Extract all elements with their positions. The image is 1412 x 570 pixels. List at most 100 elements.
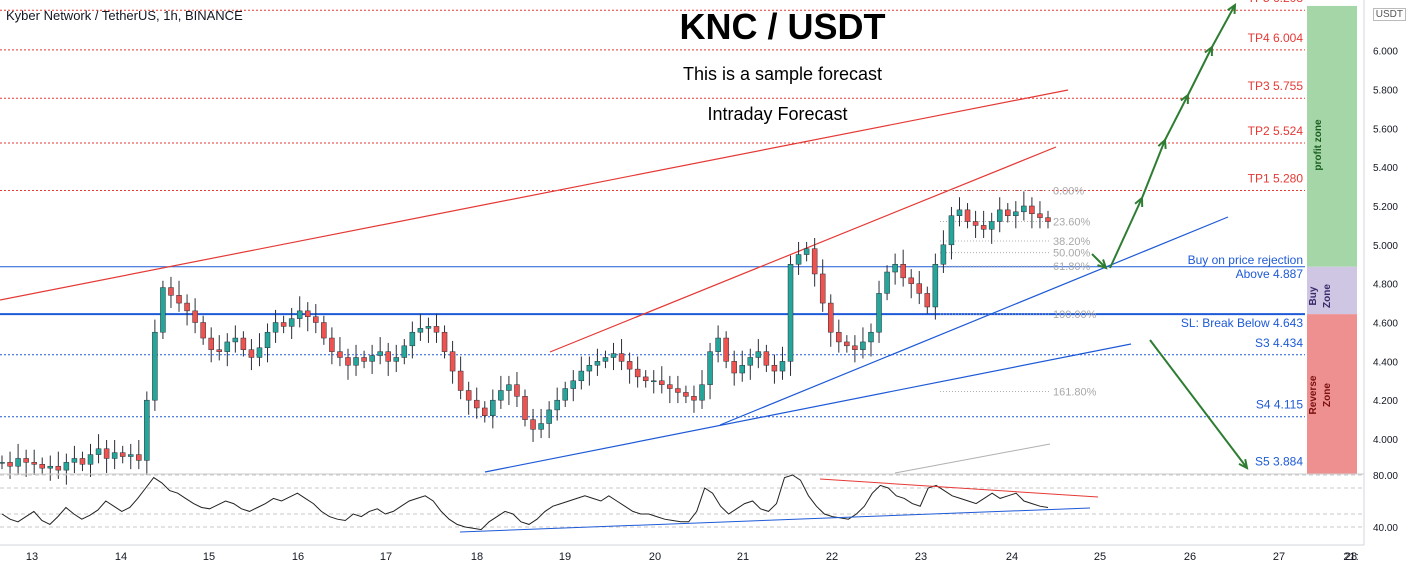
fib-label: 23.60%: [1053, 217, 1091, 229]
reverse-zone: [1307, 314, 1357, 474]
fib-label: 38.20%: [1053, 236, 1091, 248]
candle-body: [345, 357, 351, 366]
target-arrow-2: [1141, 139, 1166, 199]
candle-body: [771, 364, 778, 372]
candle-body: [288, 318, 295, 327]
candle-body: [144, 399, 150, 461]
x-tick-label: 14: [115, 551, 127, 563]
x-tick-label: 16: [292, 551, 304, 563]
target-arrow-5-head: [1227, 2, 1237, 15]
tp3-label: TP3 5.755: [1248, 79, 1304, 93]
candle-body: [996, 209, 1003, 222]
forecast-type: Intraday Forecast: [707, 104, 848, 124]
candle-body: [377, 351, 383, 356]
candle-body: [860, 341, 866, 350]
candle-body: [401, 345, 408, 358]
candle-body: [554, 399, 560, 411]
candle-body: [0, 462, 5, 464]
candle-body: [136, 454, 142, 461]
candle-body: [103, 448, 110, 459]
s3-label: S3 4.434: [1255, 336, 1303, 350]
x-tick-label: 18: [471, 551, 483, 563]
y-tick-label: 4.000: [1373, 435, 1398, 446]
reversal-arrow-head: [1238, 458, 1249, 470]
candle-body: [417, 328, 424, 333]
candle-body: [256, 347, 263, 358]
x-tick-label: 17: [380, 551, 392, 563]
buy-above-label: Above 4.887: [1236, 267, 1304, 281]
candle-body: [240, 337, 247, 350]
candle-body: [787, 263, 794, 362]
candle-body: [715, 337, 721, 352]
candle-body: [127, 454, 134, 457]
candle-body: [337, 351, 343, 358]
x-tick-label: 15: [203, 551, 215, 563]
oscillator-resistance: [819, 478, 1099, 498]
candle-body: [176, 295, 182, 304]
reverse-zone-label-2: Zone: [1322, 383, 1333, 407]
candle-body: [216, 349, 222, 352]
candle-body: [610, 353, 617, 358]
candle-body: [473, 399, 480, 409]
candle-body: [795, 254, 802, 265]
candle-body: [264, 331, 271, 349]
buy-zone-label-1: Buy: [1308, 286, 1319, 305]
candle-body: [755, 351, 762, 358]
candle-body: [272, 322, 279, 333]
candle-body: [940, 244, 947, 265]
candle-body: [876, 293, 882, 333]
s5-label: S5 3.884: [1255, 455, 1303, 469]
y-tick-label: 5.400: [1373, 163, 1398, 174]
candle-body: [731, 361, 737, 374]
x-tick-label: 25: [1094, 551, 1106, 563]
candle-body: [248, 349, 255, 358]
candle-body: [329, 337, 335, 352]
candle-body: [634, 368, 641, 378]
buy-note-label: Buy on price rejection: [1188, 253, 1303, 267]
y-tick-label: 4.200: [1373, 396, 1398, 407]
candle-body: [667, 384, 673, 389]
buy-zone-label-2: Zone: [1322, 284, 1333, 308]
x-tick-label: 21: [737, 551, 749, 563]
pullback-arrow-head: [1097, 259, 1108, 270]
candle-body: [836, 331, 842, 343]
tp1-label: TP1 5.280: [1248, 171, 1304, 185]
candle-body: [184, 302, 190, 312]
y-tick-label: 5.000: [1373, 241, 1398, 252]
candle-body: [618, 353, 625, 362]
candle-body: [844, 341, 850, 347]
oscillator-line: [1, 474, 1049, 531]
candle-body: [168, 287, 174, 296]
currency-badge[interactable]: USDT: [1372, 8, 1406, 21]
candle-body: [119, 452, 126, 457]
x-tick-label: 27: [1273, 551, 1285, 563]
candle-body: [562, 388, 568, 401]
candle-body: [538, 423, 544, 430]
candle-body: [956, 209, 963, 216]
candle-body: [699, 384, 705, 401]
candle-body: [353, 357, 359, 366]
candle-body: [313, 316, 319, 323]
candle-body: [819, 273, 826, 304]
x-tick-label: 24: [1006, 551, 1018, 563]
candle-body: [972, 221, 979, 226]
candle-body: [586, 364, 593, 372]
fib-label: 0.00%: [1053, 185, 1084, 197]
candle-body: [570, 380, 577, 389]
x-tick-label: 21:: [1343, 551, 1358, 563]
candle-body: [803, 248, 810, 255]
candle-body: [482, 407, 488, 416]
y-tick-label: 5.200: [1373, 202, 1398, 213]
candle-body: [47, 465, 54, 469]
candle-body: [723, 337, 729, 362]
y-tick-label: 6.000: [1373, 47, 1398, 58]
candle-body: [1037, 213, 1043, 218]
y-tick-label: 5.800: [1373, 85, 1398, 96]
candle-body: [409, 331, 416, 347]
candle-body: [747, 357, 754, 366]
candle-body: [916, 283, 923, 294]
candle-body: [87, 454, 94, 465]
candle-body: [707, 351, 713, 385]
